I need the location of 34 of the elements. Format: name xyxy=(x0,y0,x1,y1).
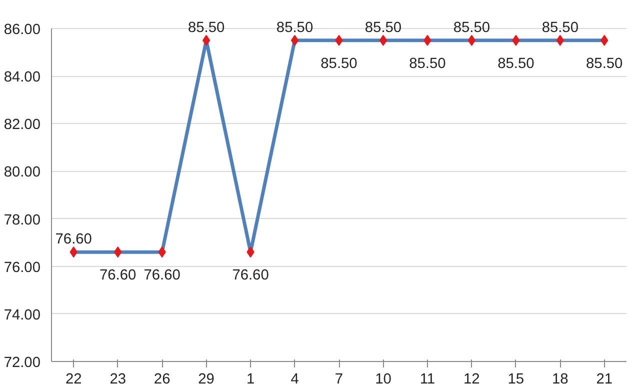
y-tick-label: 80.00 xyxy=(4,164,41,181)
x-tick-label: 26 xyxy=(154,372,170,386)
data-label: 85.50 xyxy=(542,20,579,36)
data-label: 85.50 xyxy=(409,56,446,72)
data-label: 76.60 xyxy=(55,232,92,248)
x-tick-label: 1 xyxy=(246,372,255,386)
data-label: 85.50 xyxy=(586,56,623,72)
x-tick-label: 23 xyxy=(110,372,126,386)
y-tick-label: 82.00 xyxy=(4,117,41,134)
x-tick-label: 4 xyxy=(290,372,299,386)
data-label: 85.50 xyxy=(276,20,314,36)
data-label: 85.50 xyxy=(498,56,534,72)
y-tick-label: 86.00 xyxy=(4,22,41,38)
data-label: 85.50 xyxy=(453,20,490,36)
y-tick-label: 84.00 xyxy=(4,70,41,86)
data-label: 85.50 xyxy=(188,20,225,36)
y-tick-label: 74.00 xyxy=(4,307,41,324)
data-label: 76.60 xyxy=(144,268,180,284)
data-label: 85.50 xyxy=(320,56,358,72)
data-label: 76.60 xyxy=(100,268,136,284)
y-tick-label: 72.00 xyxy=(4,355,41,371)
data-label: 85.50 xyxy=(364,20,402,36)
x-tick-label: 22 xyxy=(65,372,82,386)
x-tick-label: 11 xyxy=(420,372,436,386)
x-tick-label: 12 xyxy=(464,372,480,386)
x-tick-label: 10 xyxy=(375,372,392,386)
data-label: 76.60 xyxy=(232,268,269,284)
y-tick-label: 78.00 xyxy=(4,212,41,228)
x-tick-label: 21 xyxy=(596,372,613,386)
x-tick-label: 15 xyxy=(508,372,524,386)
x-tick-label: 7 xyxy=(334,372,344,386)
x-tick-label: 18 xyxy=(552,372,568,386)
x-tick-label: 29 xyxy=(198,372,214,386)
y-tick-label: 76.00 xyxy=(4,260,41,276)
